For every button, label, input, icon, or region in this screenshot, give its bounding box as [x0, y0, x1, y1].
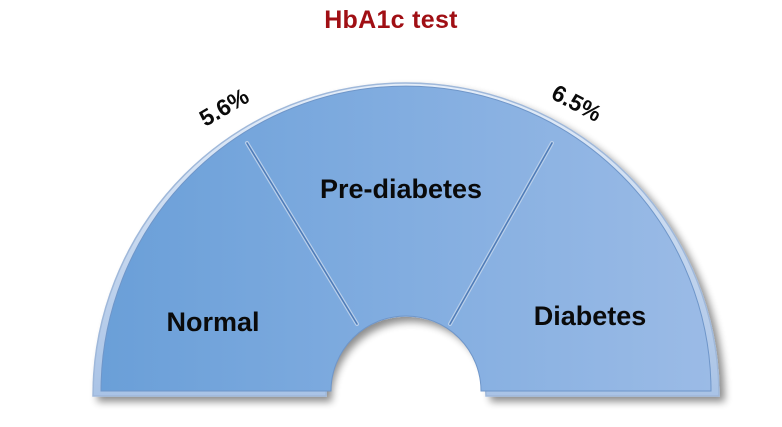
threshold-label-6-5: 6.5%	[548, 79, 607, 127]
segment-label-diabetes: Diabetes	[534, 301, 647, 331]
segment-label-pre-diabetes: Pre-diabetes	[320, 174, 482, 204]
threshold-label-5-6: 5.6%	[195, 83, 253, 132]
segment-dividers	[245, 141, 554, 326]
diagram-title: HbA1c test	[324, 6, 458, 34]
gauge-body	[100, 85, 712, 392]
segment-label-normal: Normal	[166, 307, 259, 337]
